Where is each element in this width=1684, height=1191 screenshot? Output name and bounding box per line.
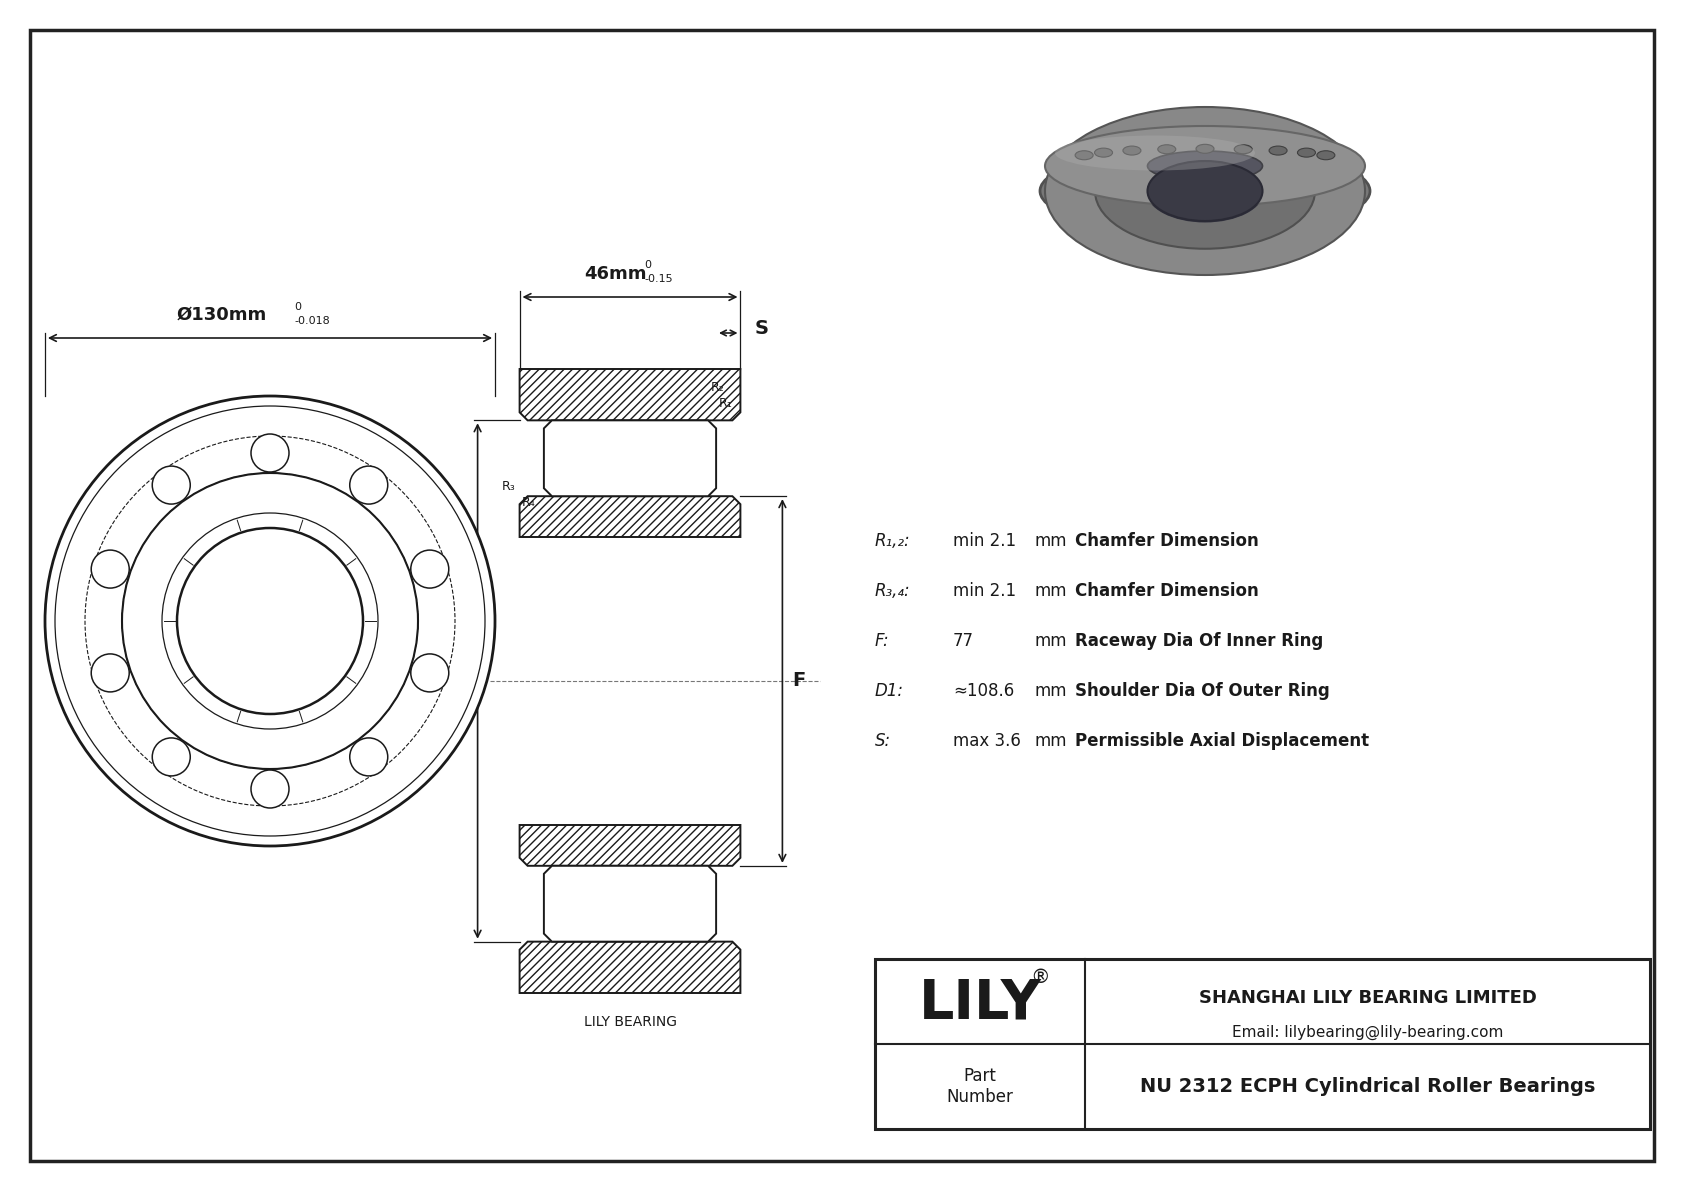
Text: R₄: R₄ [522, 497, 536, 510]
Text: 0: 0 [643, 260, 652, 270]
Text: F: F [793, 672, 805, 691]
Circle shape [121, 473, 418, 769]
Circle shape [350, 738, 387, 775]
Circle shape [91, 550, 130, 588]
Text: D1: D1 [448, 666, 468, 696]
Text: mm: mm [1036, 582, 1068, 600]
Text: max 3.6: max 3.6 [953, 732, 1021, 750]
Text: min 2.1: min 2.1 [953, 532, 1015, 550]
Text: R₂: R₂ [711, 381, 724, 394]
Text: mm: mm [1036, 682, 1068, 700]
Circle shape [411, 550, 448, 588]
Text: Raceway Dia Of Inner Ring: Raceway Dia Of Inner Ring [1074, 632, 1324, 650]
Polygon shape [520, 369, 741, 420]
Text: Email: lilybearing@lily-bearing.com: Email: lilybearing@lily-bearing.com [1231, 1024, 1504, 1040]
Circle shape [251, 434, 290, 472]
Text: Chamfer Dimension: Chamfer Dimension [1074, 582, 1258, 600]
Text: ®: ® [1031, 968, 1049, 986]
Text: mm: mm [1036, 632, 1068, 650]
Circle shape [152, 466, 190, 504]
Text: R₁,₂:: R₁,₂: [876, 532, 911, 550]
Circle shape [411, 654, 448, 692]
Text: min 2.1: min 2.1 [953, 582, 1015, 600]
Text: Ø130mm: Ø130mm [177, 306, 268, 324]
Circle shape [162, 513, 377, 729]
Text: LILY BEARING: LILY BEARING [583, 1015, 677, 1029]
Text: Permissible Axial Displacement: Permissible Axial Displacement [1074, 732, 1369, 750]
Ellipse shape [1297, 148, 1315, 157]
Text: Chamfer Dimension: Chamfer Dimension [1074, 532, 1258, 550]
Text: mm: mm [1036, 532, 1068, 550]
Text: 46mm: 46mm [584, 266, 647, 283]
Ellipse shape [1196, 144, 1214, 154]
Polygon shape [520, 825, 741, 866]
Polygon shape [544, 866, 716, 942]
Text: Part
Number: Part Number [946, 1067, 1014, 1106]
Circle shape [56, 406, 485, 836]
Ellipse shape [1123, 146, 1142, 155]
Circle shape [91, 654, 130, 692]
Text: -0.018: -0.018 [295, 316, 330, 326]
Polygon shape [544, 420, 716, 497]
Ellipse shape [1317, 151, 1335, 160]
Text: 77: 77 [953, 632, 973, 650]
Ellipse shape [1147, 151, 1263, 181]
Ellipse shape [1147, 161, 1263, 222]
Circle shape [350, 466, 387, 504]
Ellipse shape [1147, 161, 1263, 222]
Text: SHANGHAI LILY BEARING LIMITED: SHANGHAI LILY BEARING LIMITED [1199, 989, 1536, 1008]
Text: F:: F: [876, 632, 889, 650]
Ellipse shape [1095, 133, 1315, 249]
Polygon shape [520, 497, 741, 537]
Text: S: S [754, 319, 768, 338]
Text: -0.15: -0.15 [643, 274, 672, 283]
Text: D1:: D1: [876, 682, 904, 700]
Ellipse shape [1046, 107, 1366, 275]
Ellipse shape [1074, 151, 1093, 160]
Ellipse shape [1046, 126, 1366, 206]
Text: -0.15: -0.15 [347, 788, 376, 798]
Circle shape [45, 395, 495, 846]
Ellipse shape [1054, 136, 1255, 170]
Text: NU 2312 ECPH Cylindrical Roller Bearings: NU 2312 ECPH Cylindrical Roller Bearings [1140, 1077, 1595, 1096]
Bar [876, 959, 1650, 1129]
Text: LILY: LILY [918, 977, 1041, 1030]
Text: Shoulder Dia Of Outer Ring: Shoulder Dia Of Outer Ring [1074, 682, 1330, 700]
Text: R₁: R₁ [719, 397, 733, 410]
Ellipse shape [1270, 146, 1287, 155]
Text: 0: 0 [295, 303, 301, 312]
Text: Ø60mm: Ø60mm [246, 786, 323, 804]
Text: ≈108.6: ≈108.6 [953, 682, 1014, 700]
Text: R₃: R₃ [502, 480, 515, 493]
Circle shape [84, 436, 455, 806]
Text: S:: S: [876, 732, 891, 750]
Polygon shape [520, 942, 741, 993]
Circle shape [152, 738, 190, 775]
Ellipse shape [1041, 146, 1371, 235]
Ellipse shape [1095, 148, 1113, 157]
Text: mm: mm [1036, 732, 1068, 750]
Text: 0: 0 [347, 774, 354, 784]
Circle shape [121, 473, 418, 769]
Circle shape [251, 771, 290, 807]
Ellipse shape [1159, 145, 1175, 154]
Text: R₃,₄:: R₃,₄: [876, 582, 911, 600]
Circle shape [177, 528, 364, 713]
Ellipse shape [1234, 145, 1253, 154]
